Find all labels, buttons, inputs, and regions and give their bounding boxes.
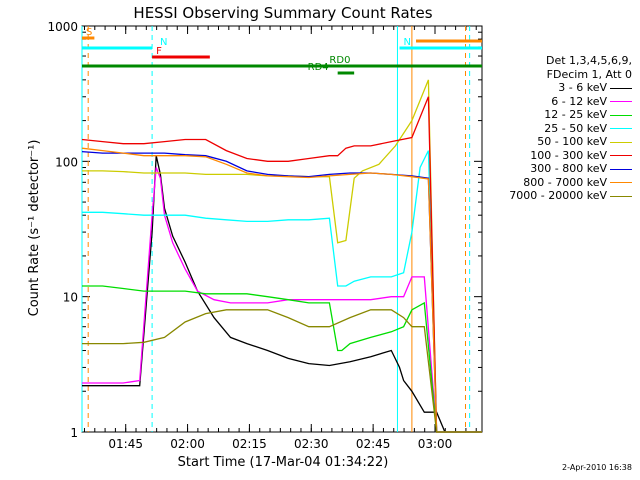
x-tick-label: 02:15 — [232, 437, 267, 451]
legend-entry-label: 12 - 25 keV — [544, 108, 607, 121]
flag-label: N — [404, 37, 411, 48]
series-line — [82, 79, 482, 433]
timestamp: 2-Apr-2010 16:38 — [562, 463, 632, 472]
legend-entry-label: 7000 - 20000 keV — [509, 189, 607, 202]
flag-label: F — [156, 46, 162, 57]
series-line — [82, 150, 482, 433]
flag-label: RD0 — [329, 55, 350, 66]
legend-header-line1: Det 1,3,4,5,6,9, — [545, 54, 632, 67]
legend-entry-label: 300 - 800 keV — [530, 162, 607, 175]
legend-swatch — [610, 195, 632, 197]
series-line — [81, 96, 482, 433]
x-tick-label: 03:00 — [418, 437, 453, 451]
series-line — [82, 309, 482, 433]
legend-entry-label: 25 - 50 keV — [544, 121, 607, 135]
x-tick-label: 02:00 — [170, 437, 205, 451]
x-tick-label: 02:30 — [294, 437, 329, 451]
legend-swatch — [610, 141, 632, 143]
legend-entry: 300 - 800 keV — [472, 162, 632, 176]
y-tick-label: 1 — [70, 426, 78, 440]
y-tick-label: 1000 — [47, 20, 78, 34]
legend-rows: 3 - 6 keV 6 - 12 keV 12 - 25 keV 25 - 50 ke… — [472, 81, 632, 203]
legend-entry-label: 50 - 100 keV — [537, 135, 607, 148]
legend-entry: 100 - 300 keV — [472, 149, 632, 163]
legend: Det 1,3,4,5,6,9, FDecim 1, Att 0 3 - 6 k… — [472, 54, 632, 203]
legend-entry: 3 - 6 keV — [472, 81, 632, 95]
legend-swatch — [610, 182, 632, 183]
plot-frame — [81, 25, 483, 433]
series-lines — [81, 79, 482, 433]
legend-entry: 800 - 7000 keV — [472, 176, 632, 190]
legend-entry: 12 - 25 keV — [472, 108, 632, 122]
x-tick-label: 01:45 — [108, 437, 143, 451]
legend-entry: 50 - 100 keV — [472, 135, 632, 149]
y-axis-label: Count Rate (s⁻¹ detector⁻¹) — [27, 140, 42, 317]
legend-swatch — [610, 128, 632, 129]
series-line — [82, 155, 482, 433]
y-tick-label: 100 — [55, 155, 78, 169]
x-tick-label: 02:45 — [356, 437, 391, 451]
series-line — [81, 147, 482, 433]
flag-label: S — [86, 27, 92, 38]
legend-swatch — [610, 155, 632, 156]
legend-header-line2: FDecim 1, Att 0 — [546, 67, 632, 81]
y-tick-label: 10 — [63, 291, 78, 305]
legend-swatch — [610, 114, 632, 116]
chart-title: HESSI Observing Summary Count Rates — [133, 4, 432, 22]
series-line — [82, 167, 482, 433]
flag-label: N — [160, 37, 167, 48]
flag-bars: SNNFRD4RD0 — [82, 27, 482, 75]
legend-swatch — [610, 101, 632, 102]
legend-swatch — [610, 87, 632, 89]
plot-axes: 1 10 100 1000 01:45 02:00 02:15 02:30 02:45 03:00 — [47, 20, 483, 451]
legend-entry-label: 3 - 6 keV — [558, 81, 607, 94]
legend-entry-label: 100 - 300 keV — [530, 148, 607, 162]
x-axis-label: Start Time (17-Mar-04 01:34:22) — [178, 455, 389, 470]
series-line — [81, 150, 482, 433]
legend-entry: 7000 - 20000 keV — [472, 189, 632, 203]
legend-swatch — [610, 168, 632, 170]
legend-entry: 6 - 12 keV — [472, 95, 632, 109]
legend-entry-label: 800 - 7000 keV — [523, 175, 607, 189]
legend-entry: 25 - 50 keV — [472, 122, 632, 136]
legend-entry-label: 6 - 12 keV — [551, 94, 607, 108]
